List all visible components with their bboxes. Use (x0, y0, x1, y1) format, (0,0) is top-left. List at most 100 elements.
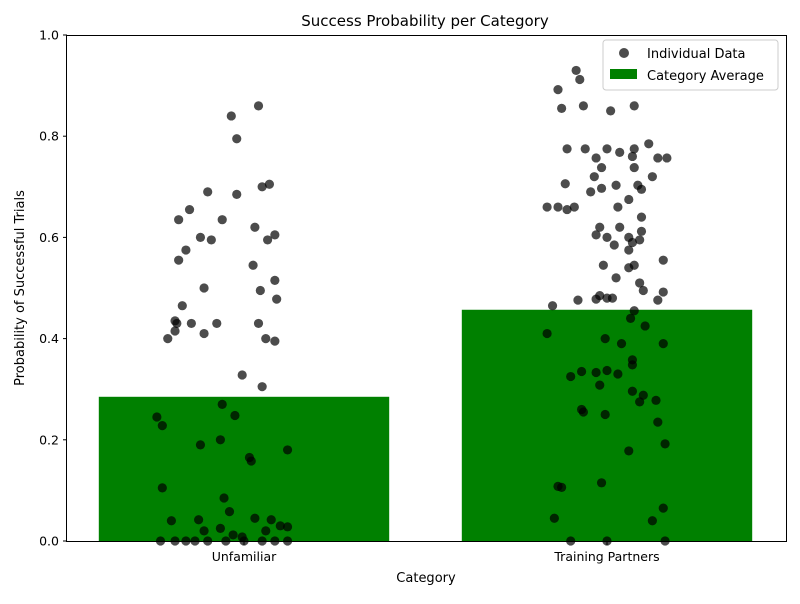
plot-frame (66, 35, 787, 542)
data-point (653, 153, 663, 163)
data-point (199, 283, 209, 293)
data-point (624, 245, 634, 255)
data-point (181, 245, 191, 255)
data-point (270, 336, 280, 346)
data-point (596, 162, 607, 173)
data-point (549, 513, 559, 523)
y-tick-label: 0.2 (39, 432, 59, 447)
data-point (571, 65, 581, 76)
data-point (557, 482, 567, 492)
data-point (662, 153, 672, 163)
data-point (195, 232, 206, 242)
data-point (224, 507, 235, 517)
x-tick-label: Unfamiliar (212, 549, 277, 564)
data-point (177, 301, 187, 311)
data-point (261, 526, 271, 536)
data-point (627, 360, 638, 370)
data-point (226, 111, 236, 121)
data-point (629, 101, 639, 111)
bar-unfamiliar (98, 396, 390, 541)
data-point (562, 144, 572, 154)
data-point (282, 522, 293, 532)
legend-swatch-category-average (610, 69, 637, 79)
data-point (560, 179, 570, 189)
data-point (629, 162, 639, 173)
data-point (232, 189, 242, 199)
data-point (250, 513, 260, 523)
data-point (611, 273, 621, 283)
data-point (653, 417, 663, 427)
data-point (635, 278, 645, 288)
data-point (152, 412, 162, 422)
x-axis-label: Category (396, 571, 456, 586)
data-point (542, 202, 552, 212)
legend-label-individual-data: Individual Data (647, 47, 745, 62)
bar-training-partners (461, 309, 753, 541)
data-point (174, 215, 184, 225)
data-point (266, 515, 276, 525)
data-point (566, 371, 576, 382)
data-point (553, 85, 563, 95)
data-point (219, 493, 229, 503)
data-point (627, 151, 638, 162)
data-point (253, 318, 264, 329)
data-point (611, 180, 621, 190)
data-point (264, 179, 275, 189)
data-point (624, 446, 634, 456)
data-point (627, 386, 638, 396)
data-point (602, 144, 612, 154)
data-point (629, 144, 639, 154)
data-point (217, 215, 227, 225)
data-point (237, 370, 247, 380)
data-point (640, 321, 650, 331)
data-point (257, 382, 267, 392)
data-point (230, 410, 240, 421)
data-point (172, 318, 182, 329)
data-point (261, 334, 271, 344)
data-point (625, 313, 636, 323)
data-point (647, 516, 657, 526)
x-axis: Unfamiliar Training Partners (212, 541, 660, 564)
data-point (575, 74, 585, 85)
data-point (636, 212, 647, 222)
data-point (636, 226, 647, 236)
data-point (157, 421, 167, 431)
y-tick-label: 0.6 (39, 230, 59, 245)
data-point (602, 232, 612, 242)
data-point (609, 240, 619, 250)
data-point (616, 339, 627, 349)
data-point (270, 275, 280, 286)
data-point (557, 103, 567, 113)
data-point (215, 523, 226, 533)
data-point (591, 153, 601, 163)
points-layer (152, 65, 672, 546)
data-point (606, 106, 616, 116)
data-point (232, 134, 242, 144)
data-point (596, 478, 607, 488)
data-point (591, 294, 601, 304)
data-point (166, 516, 176, 526)
data-point (215, 435, 226, 445)
data-point (653, 295, 663, 305)
data-point (595, 222, 605, 232)
y-axis-label: Probability of Successful Trials (13, 190, 28, 386)
data-point (257, 182, 267, 192)
data-point (194, 515, 204, 525)
data-point (275, 521, 285, 531)
data-point (282, 445, 293, 455)
y-tick-label: 0.8 (39, 129, 59, 144)
data-point (624, 263, 634, 273)
bars-layer (98, 309, 753, 541)
y-tick-label: 1.0 (39, 28, 59, 43)
data-point (660, 439, 670, 449)
data-point (576, 366, 587, 377)
y-tick-label: 0.4 (39, 331, 59, 346)
data-point (174, 255, 184, 265)
chart-title: Success Probability per Category (301, 12, 549, 30)
data-point (651, 395, 661, 405)
data-point (206, 235, 216, 245)
data-point (591, 230, 601, 240)
data-point (635, 235, 645, 245)
data-point (598, 260, 608, 270)
